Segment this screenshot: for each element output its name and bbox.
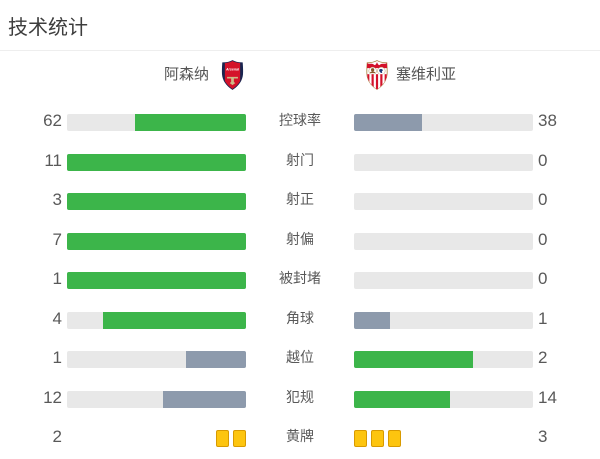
svg-text:Arsenal: Arsenal [225,67,240,71]
